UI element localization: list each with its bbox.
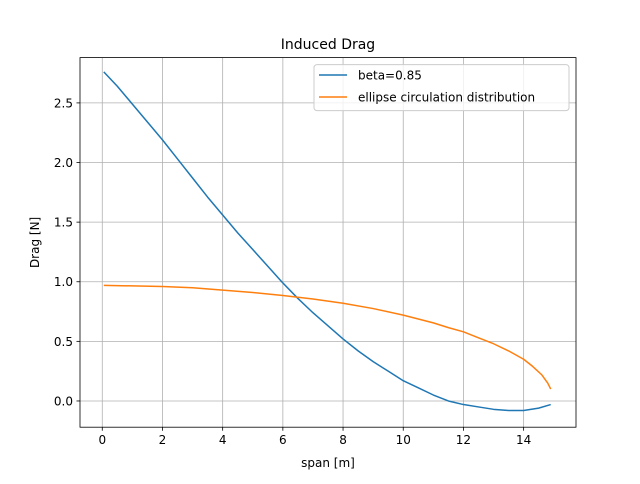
x-tick-label: 14	[516, 433, 531, 447]
y-tick-label: 2.5	[54, 96, 73, 110]
axis-ticks: 0 2 4 6 8 10 12 14 0.0 0.5 1.0 1.5 2.0 2.5	[54, 96, 531, 447]
x-tick-label: 0	[98, 433, 106, 447]
x-axis-label: span [m]	[301, 456, 355, 470]
series-line-1	[103, 284, 552, 390]
legend-label-beta: beta=0.85	[358, 69, 422, 83]
x-tick-label: 2	[159, 433, 167, 447]
series-line-0	[103, 71, 551, 412]
x-tick-label: 10	[396, 433, 411, 447]
y-axis-label: Drag [N]	[28, 217, 42, 268]
x-tick-label: 4	[219, 433, 227, 447]
y-tick-label: 2.0	[54, 156, 73, 170]
legend-box	[313, 64, 570, 112]
series-lines	[103, 71, 552, 412]
legend: beta=0.85 ellipse circulation distributi…	[313, 64, 570, 112]
y-tick-label: 0.0	[54, 394, 73, 408]
x-tick-label: 8	[339, 433, 347, 447]
y-tick-label: 0.5	[54, 335, 73, 349]
plot-frame	[79, 57, 577, 428]
x-tick-label: 6	[279, 433, 287, 447]
chart-title: Induced Drag	[281, 37, 375, 53]
x-tick-label: 12	[456, 433, 471, 447]
y-tick-label: 1.0	[54, 275, 73, 289]
legend-label-ellipse: ellipse circulation distribution	[358, 91, 535, 105]
y-tick-label: 1.5	[54, 216, 73, 230]
